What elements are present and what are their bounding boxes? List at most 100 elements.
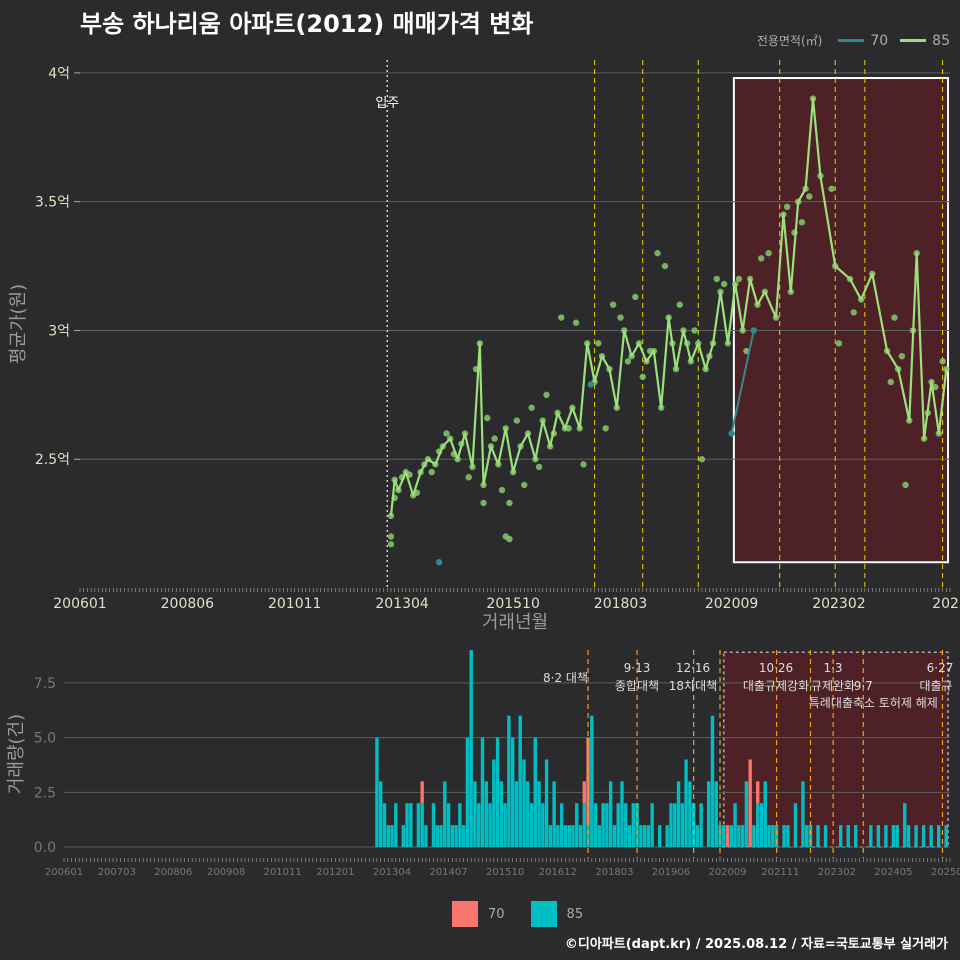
volume-bar-85 [390,825,394,848]
volume-bar-85 [823,825,828,848]
scatter-point-85 [691,327,698,334]
volume-x-tick-label: 200806 [154,867,192,878]
volume-x-tick-label: 201407 [429,867,467,878]
scatter-point-85 [661,262,669,270]
policy-label-date: 10·26 [759,661,793,675]
volume-bar-85 [514,781,519,848]
legend-title: 전용면적(㎡) [756,34,823,48]
volume-bar-85 [495,737,500,848]
volume-bar-85 [473,781,477,848]
volume-bar-85 [439,825,443,848]
y-tick-label: 2.5억 [35,452,70,468]
volume-bar-85 [450,825,455,848]
volume-x-tick-label: 200601 [45,867,83,878]
volume-bar-85 [737,825,741,848]
volume-bar-85 [484,781,488,848]
volume-bar-85 [684,759,688,848]
volume-legend-label-70: 70 [488,906,505,922]
volume-bar-85 [563,825,568,848]
scatter-point-85 [602,425,609,432]
scatter-point-85 [572,319,580,326]
volume-y-tick-label: 0.0 [34,840,56,856]
scatter-point-85 [939,358,946,365]
volume-bar-85 [537,781,541,848]
volume-bar-85 [793,803,798,848]
volume-x-tick-label: 202302 [818,867,856,878]
highlight-box [732,77,949,564]
scatter-point-85 [828,185,835,192]
policy-label: 8·2 대책 [543,670,588,685]
volume-bar-85 [533,737,537,848]
scatter-point-85 [535,463,543,471]
scatter-point-85 [428,468,435,476]
scatter-point-85 [720,280,728,288]
scatter-point-85 [902,481,909,489]
volume-bar-85 [597,825,602,848]
volume-bar-85 [665,825,669,848]
policy-label-date: 9·7 [854,679,873,693]
volume-bar-85 [673,803,677,848]
volume-bar-70 [756,781,760,804]
legend-label-70: 70 [870,32,889,49]
scatter-point-85 [639,373,646,380]
volume-bar-85 [416,803,421,848]
volume-bar-85 [394,803,398,848]
scatter-point-85 [713,275,720,283]
legend-box-85 [530,901,557,927]
volume-bar-85 [420,803,424,848]
volume-y-tick-label: 7.5 [34,676,56,692]
y-tick-label: 4억 [48,66,70,82]
volume-bar-85 [559,803,564,848]
volume-bar-70 [748,759,752,848]
volume-bar-85 [627,825,632,848]
volume-x-tick-label: 200908 [207,867,245,878]
volume-bar-85 [578,825,583,848]
volume-bar-85 [431,803,436,848]
volume-x-tick-label: 201803 [595,867,633,878]
scatter-point-85 [498,486,506,494]
volume-bar-85 [669,803,673,848]
volume-bar-85 [903,803,907,848]
volume-bar-85 [499,781,504,848]
volume-bar-85 [695,825,700,848]
volume-bar-85 [642,825,647,848]
volume-bar-85 [458,803,462,848]
scatter-point-85 [624,358,632,365]
scatter-point-85 [783,203,791,211]
volume-bar-85 [507,715,511,848]
series-point-70 [435,559,443,566]
volume-bar-85 [707,781,711,848]
volume-bar-85 [424,825,428,848]
policy-label-name: 종합대책 [615,678,659,693]
volume-x-tick-label: 201906 [652,867,690,878]
volume-bar-85 [782,825,786,848]
scatter-point-85 [743,347,750,355]
volume-x-tick-label: 201201 [316,867,354,878]
volume-bar-85 [891,825,896,848]
volume-bar-85 [846,825,850,848]
x-tick-label: 202302 [812,596,865,612]
legend-box-70 [452,901,478,927]
y-tick-label: 3.5억 [35,195,70,211]
scatter-point-85 [757,255,765,262]
scatter-point-85 [850,309,857,316]
volume-bar-85 [921,825,926,848]
volume-bar-85 [838,825,843,848]
scatter-point-85 [887,378,894,386]
volume-bar-85 [744,781,749,848]
scatter-point-85 [698,456,706,463]
scatter-point-85 [484,414,491,422]
volume-bar-85 [465,737,470,848]
volume-bar-85 [405,803,409,848]
volume-bar-85 [876,825,881,848]
scatter-point-85 [617,314,624,321]
volume-x-tick-label: 202405 [874,867,912,878]
series-line-85 [389,97,948,517]
volume-bar-85 [752,825,756,848]
volume-bar-85 [571,825,575,848]
volume-bar-70 [725,825,730,848]
chart-title: 부송 하나리움 아파트(2012) 매매가격 변화 [80,10,534,38]
volume-bar-85 [714,781,718,848]
scatter-point-85 [632,293,639,301]
x-axis-label: 거래년월 [482,612,548,633]
